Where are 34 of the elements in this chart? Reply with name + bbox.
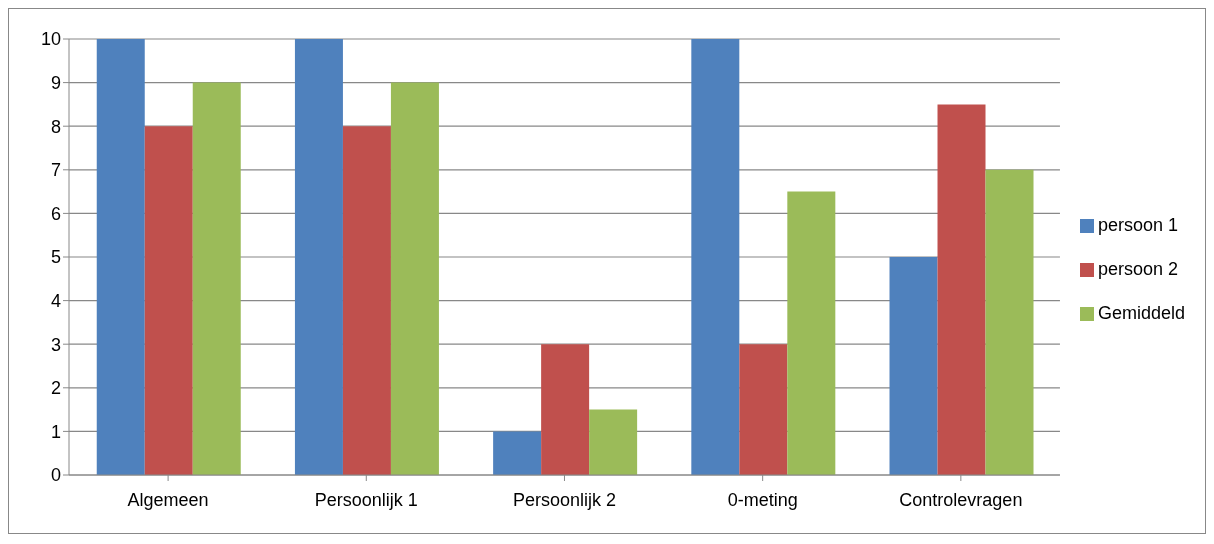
bar [144,126,193,475]
bar [937,104,986,475]
legend-label: persoon 1 [1097,215,1179,235]
y-tick-label: 7 [50,160,61,181]
bar [541,344,590,475]
y-tick-label: 8 [50,116,61,137]
x-tick-label: Algemeen [127,489,209,510]
x-tick-label: 0-meting [727,489,798,510]
y-tick-label: 10 [40,29,61,50]
y-tick-label: 5 [50,247,61,268]
y-tick-label: 2 [50,378,61,399]
bar [294,39,343,475]
bar [96,39,145,475]
y-tick-label: 4 [50,290,61,311]
bar [787,191,836,475]
bar [739,344,788,475]
legend-label: Gemiddeld [1097,303,1185,323]
bar [192,82,241,475]
y-tick-label: 9 [50,72,61,93]
y-tick-label: 3 [50,334,61,355]
y-tick-label: 0 [50,465,61,486]
bar [985,169,1034,475]
bar [493,431,542,475]
y-tick-label: 6 [50,203,61,224]
legend-label: persoon 2 [1097,259,1179,279]
bar [589,409,638,475]
bar [342,126,391,475]
bar [390,82,439,475]
bar [889,257,938,475]
y-tick-label: 1 [50,421,61,442]
x-tick-label: Persoonlijk 2 [512,489,617,510]
x-tick-label: Persoonlijk 1 [314,489,418,510]
x-tick-label: Controlevragen [899,489,1023,510]
bar [691,39,740,475]
